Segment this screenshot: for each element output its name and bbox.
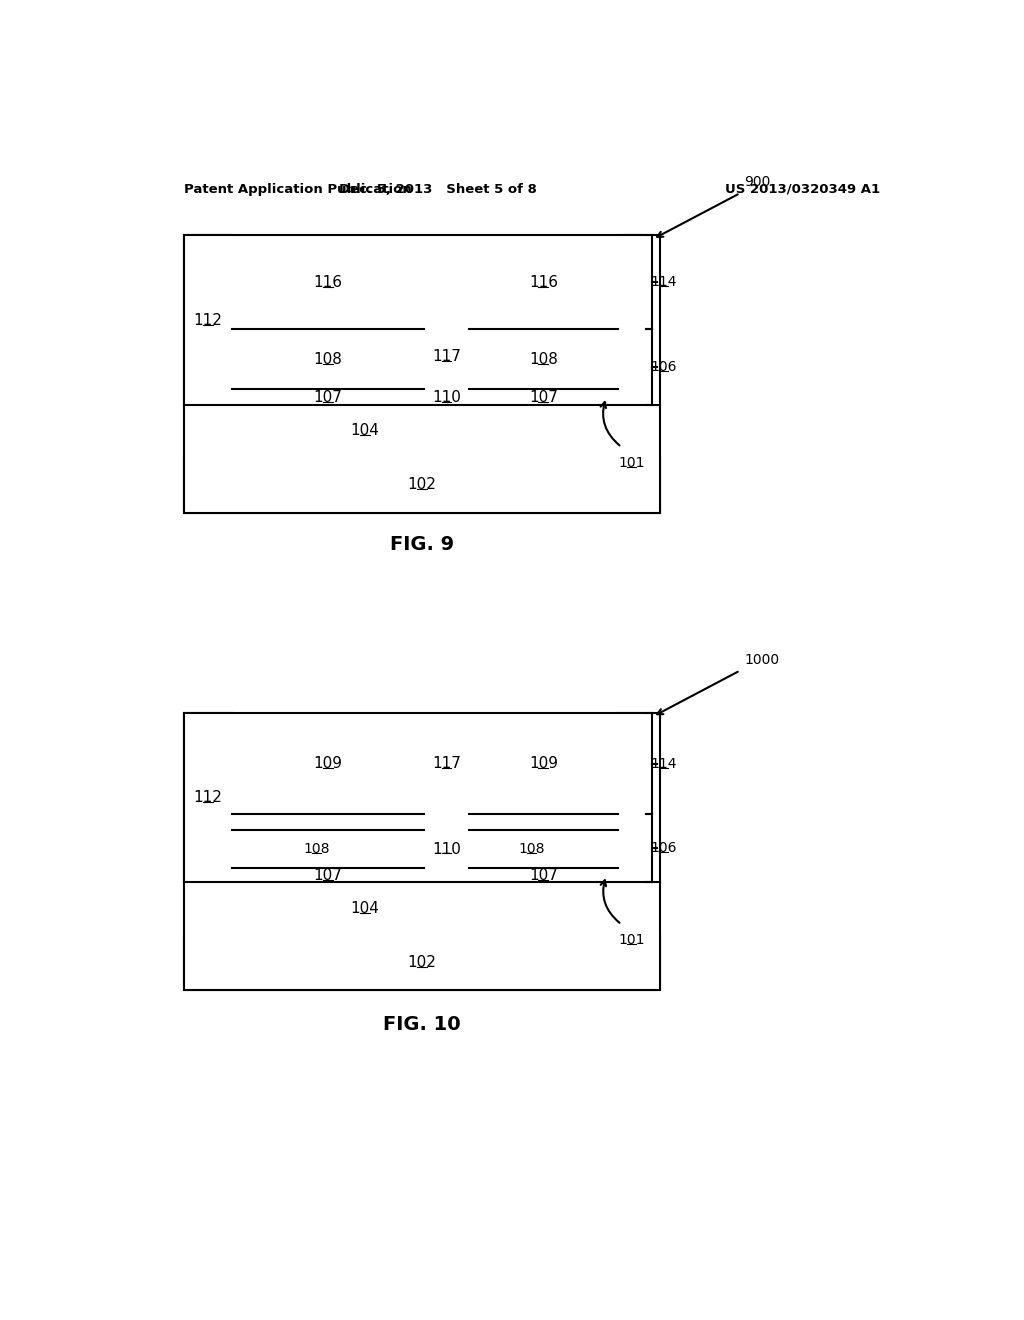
Text: 106: 106 — [650, 360, 677, 374]
Text: 104: 104 — [350, 900, 379, 916]
Text: 108: 108 — [303, 842, 330, 857]
Text: 109: 109 — [529, 756, 558, 771]
Text: 900: 900 — [744, 176, 770, 189]
Text: 110: 110 — [432, 842, 461, 857]
Text: 112: 112 — [194, 313, 222, 327]
Text: 116: 116 — [529, 275, 558, 290]
Text: 108: 108 — [313, 352, 342, 367]
Text: 109: 109 — [313, 756, 342, 771]
Text: US 2013/0320349 A1: US 2013/0320349 A1 — [725, 182, 880, 195]
Bar — [617, 713, 643, 882]
Bar — [183, 235, 660, 512]
Text: FIG. 10: FIG. 10 — [383, 1015, 461, 1034]
Text: Dec. 5, 2013   Sheet 5 of 8: Dec. 5, 2013 Sheet 5 of 8 — [339, 182, 537, 195]
Text: 1000: 1000 — [744, 652, 779, 667]
Text: 114: 114 — [650, 756, 677, 771]
Text: 110: 110 — [432, 389, 461, 405]
Text: 108: 108 — [518, 842, 545, 857]
Text: 107: 107 — [529, 389, 558, 405]
Bar — [183, 935, 660, 990]
Text: 108: 108 — [529, 352, 558, 367]
Text: 107: 107 — [313, 867, 342, 883]
Text: 107: 107 — [313, 389, 342, 405]
Bar — [183, 713, 231, 882]
Bar — [183, 235, 231, 405]
Bar — [617, 235, 643, 405]
Text: FIG. 9: FIG. 9 — [390, 536, 455, 554]
Text: 101: 101 — [618, 933, 645, 946]
Text: 116: 116 — [313, 275, 342, 290]
Text: 117: 117 — [432, 348, 461, 364]
Text: 117: 117 — [432, 756, 461, 771]
Text: 102: 102 — [408, 954, 436, 970]
Bar — [183, 457, 660, 512]
Bar — [183, 713, 660, 990]
Text: 107: 107 — [529, 867, 558, 883]
Text: 102: 102 — [408, 478, 436, 492]
Text: 104: 104 — [350, 424, 379, 438]
Text: Patent Application Publication: Patent Application Publication — [183, 182, 412, 195]
Text: 114: 114 — [650, 276, 677, 289]
Text: 112: 112 — [194, 789, 222, 805]
Text: 101: 101 — [618, 455, 645, 470]
Text: 106: 106 — [650, 841, 677, 855]
